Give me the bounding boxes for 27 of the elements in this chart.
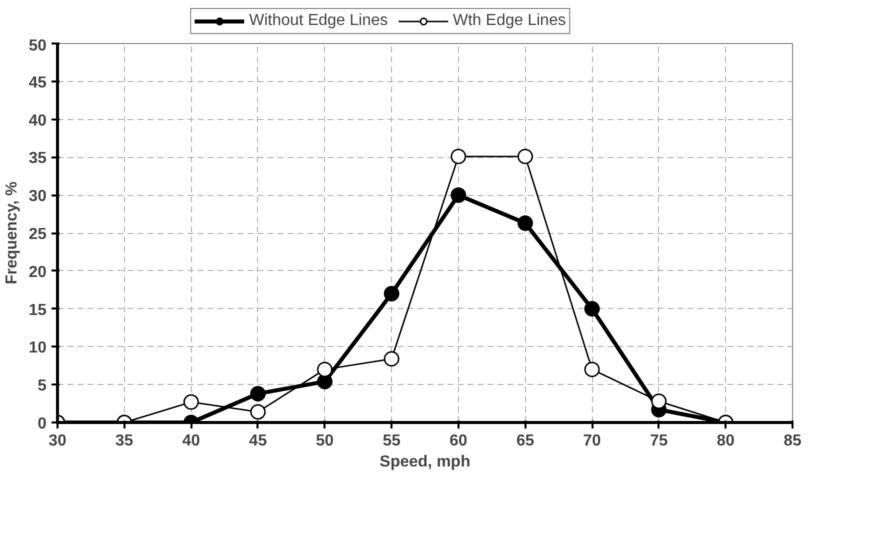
x-tick-label: 85 <box>784 432 802 450</box>
y-tick-label: 45 <box>28 74 47 92</box>
legend-label: Without Edge Lines <box>249 12 388 30</box>
y-tick-label: 40 <box>28 112 47 130</box>
y-tick-label: 20 <box>28 264 47 281</box>
x-tick-label: 60 <box>450 432 468 450</box>
y-tick-label: 35 <box>28 150 47 168</box>
y-tick-label: 5 <box>38 378 47 395</box>
x-tick-label: 75 <box>650 432 668 450</box>
y-tick-label: 50 <box>28 38 47 54</box>
x-tick-label: 65 <box>516 432 534 450</box>
x-tick-label: 80 <box>716 432 735 450</box>
x-tick-label: 40 <box>182 432 200 450</box>
x-tick-label: 45 <box>249 432 267 450</box>
x-tick-label: 30 <box>48 432 66 450</box>
x-tick-label: 50 <box>316 432 334 450</box>
x-tick-label: 70 <box>583 432 602 450</box>
x-axis-title: Speed, mph <box>380 454 470 470</box>
x-tick-label: 55 <box>382 432 401 450</box>
y-tick-label: 25 <box>28 226 47 243</box>
y-tick-label: 15 <box>28 302 47 319</box>
legend-label: Wth Edge Lines <box>452 12 566 30</box>
y-axis-title: Frequency, % <box>4 182 21 284</box>
y-tick-label: 30 <box>28 188 47 206</box>
y-tick-label: 10 <box>28 340 47 357</box>
x-tick-label: 35 <box>115 432 134 450</box>
y-tick-label: 0 <box>38 416 47 432</box>
